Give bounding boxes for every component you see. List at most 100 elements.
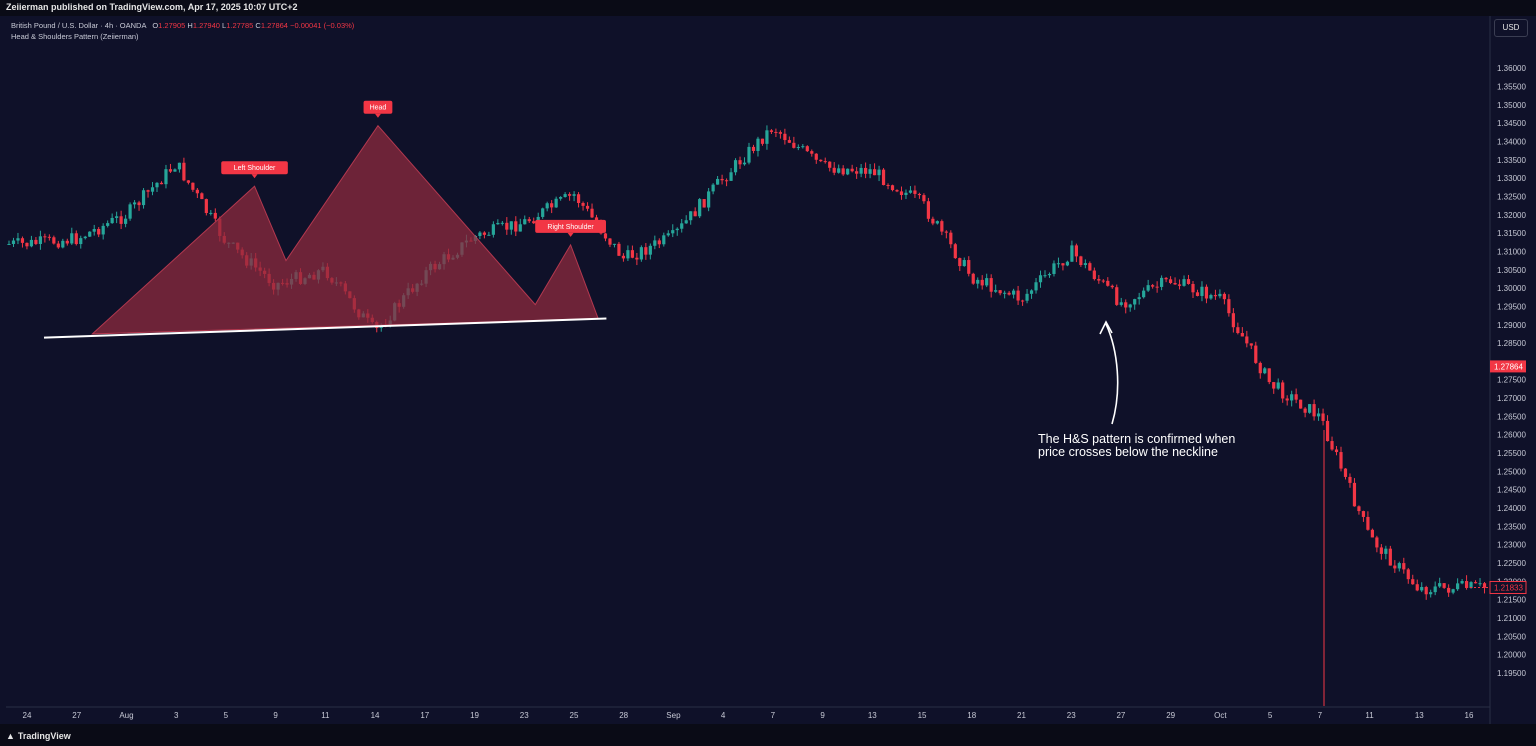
price-tick-label: 1.32000	[1497, 211, 1526, 220]
price-tick-label: 1.21500	[1497, 596, 1526, 605]
price-tick-label: 1.25000	[1497, 467, 1526, 476]
price-tick-label: 1.23500	[1497, 522, 1526, 531]
time-tick-label: 29	[1166, 711, 1175, 720]
time-tick-label: 13	[868, 711, 877, 720]
currency-button[interactable]: USD	[1494, 19, 1528, 37]
candle-body	[765, 130, 769, 144]
candle-body	[711, 184, 715, 192]
candle-body	[940, 221, 944, 232]
price-tick-label: 1.24000	[1497, 504, 1526, 513]
candle-body	[1155, 286, 1159, 288]
price-tick-label: 1.19500	[1497, 669, 1526, 678]
tradingview-logo[interactable]: ▲ TradingView	[6, 731, 71, 741]
candle-body	[639, 247, 643, 260]
candle-body	[904, 192, 908, 195]
time-tick-label: 16	[1465, 711, 1474, 720]
current-price-label: 1.27864	[1494, 362, 1523, 371]
candle-body	[1177, 284, 1182, 286]
candle-body	[7, 243, 11, 245]
candle-body	[1379, 547, 1383, 554]
symbol-legend[interactable]: British Pound / U.S. Dollar · 4h · OANDA…	[11, 21, 354, 30]
candle-body	[1330, 441, 1334, 450]
candle-body	[1074, 245, 1078, 257]
candle-body	[550, 203, 554, 208]
last-price-label: 1.21833	[1494, 583, 1523, 592]
candle-body	[204, 199, 208, 214]
price-tick-label: 1.31500	[1497, 229, 1526, 238]
candle-body	[1007, 292, 1011, 295]
candle-body	[1227, 299, 1231, 314]
candle-body	[541, 208, 545, 217]
candle-body	[684, 220, 688, 224]
candle-body	[917, 193, 922, 196]
candle-body	[944, 231, 948, 233]
candle-body	[855, 171, 859, 174]
candle-body	[209, 212, 213, 214]
candle-body	[1168, 279, 1173, 283]
candle-body	[1473, 582, 1478, 584]
candle-body	[895, 190, 899, 192]
candle-body	[644, 247, 648, 255]
candle-body	[1065, 261, 1070, 266]
candle-body	[689, 211, 693, 221]
candle-body	[20, 238, 25, 243]
candle-body	[43, 236, 47, 238]
candle-body	[1249, 343, 1253, 346]
time-tick-label: 23	[520, 711, 529, 720]
change-value: −0.00041 (−0.03%)	[290, 21, 355, 30]
candle-body	[1478, 583, 1482, 585]
time-tick-label: 15	[918, 711, 927, 720]
candle-body	[837, 168, 841, 173]
candle-body	[559, 197, 563, 199]
candle-body	[1245, 336, 1249, 344]
candle-body	[1056, 263, 1061, 265]
candle-body	[783, 133, 787, 141]
candle-body	[1070, 245, 1074, 262]
price-tick-label: 1.25500	[1497, 449, 1526, 458]
candle-body	[1240, 333, 1244, 337]
indicator-legend[interactable]: Head & Shoulders Pattern (Zeiierman)	[11, 32, 139, 41]
candle-body	[733, 160, 738, 173]
candle-body	[585, 205, 590, 209]
candle-body	[213, 212, 217, 219]
candle-body	[796, 147, 800, 149]
price-tick-label: 1.23000	[1497, 541, 1526, 550]
candle-body	[967, 260, 971, 274]
candle-body	[657, 240, 661, 245]
footer-bar: ▲ TradingView	[0, 724, 1536, 746]
candle-body	[1034, 282, 1038, 291]
candle-body	[1052, 263, 1056, 274]
candle-body	[1460, 581, 1464, 584]
tradingview-logo-icon: ▲	[6, 731, 15, 741]
candle-body	[1133, 299, 1137, 305]
candle-body	[195, 189, 199, 194]
time-tick-label: 3	[174, 711, 179, 720]
candle-body	[101, 225, 105, 235]
candle-body	[491, 224, 495, 235]
price-tick-label: 1.31000	[1497, 247, 1526, 256]
candle-body	[1043, 275, 1047, 277]
candle-body	[823, 161, 827, 163]
candle-body	[1451, 589, 1455, 593]
candle-body	[1397, 563, 1401, 569]
high-value: 1.27940	[192, 21, 220, 30]
annotation-text: The H&S pattern is confirmed when price …	[1038, 432, 1236, 459]
time-tick-label: 4	[721, 711, 726, 720]
candle-body	[563, 194, 567, 198]
high-label: H	[187, 21, 193, 30]
price-tick-label: 1.33000	[1497, 174, 1526, 183]
price-tick-label: 1.29500	[1497, 302, 1526, 311]
candle-body	[150, 187, 155, 192]
candle-body	[635, 257, 639, 260]
time-tick-label: 23	[1067, 711, 1076, 720]
candle-body	[1285, 398, 1289, 401]
price-tick-label: 1.29000	[1497, 321, 1526, 330]
candle-body	[1222, 293, 1226, 300]
candle-body	[1186, 279, 1191, 284]
candle-body	[626, 250, 630, 259]
candle-body	[1061, 263, 1065, 266]
candle-body	[16, 238, 20, 241]
candle-body	[496, 222, 500, 225]
candle-body	[653, 240, 657, 246]
